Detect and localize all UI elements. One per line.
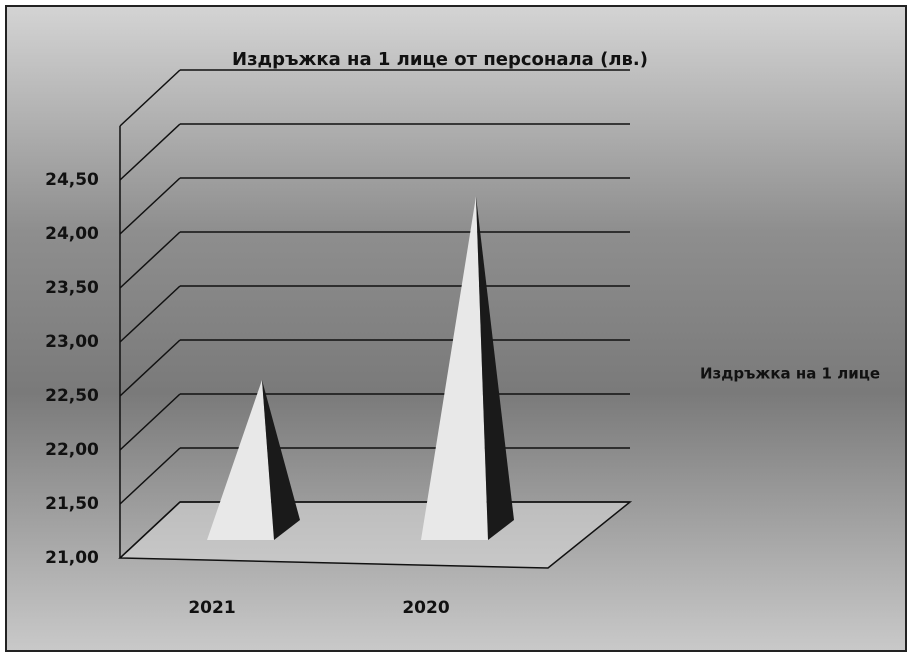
- y-tick-label: 22,00: [45, 440, 99, 460]
- pyramid-side: [476, 196, 514, 540]
- pyramid-side: [262, 380, 300, 540]
- grid-side: [119, 501, 181, 559]
- grid-side: [119, 285, 181, 343]
- grid-line: [119, 339, 630, 397]
- y-tick-label: 21,50: [45, 494, 99, 514]
- y-tick-label: 23,00: [45, 332, 99, 352]
- grid-line: [119, 123, 630, 181]
- x-tick-label: 2020: [402, 598, 449, 618]
- x-tick-label: 2021: [188, 598, 235, 618]
- grid-side: [119, 447, 181, 505]
- chart-title: Издръжка на 1 лице от персонала (лв.): [232, 49, 648, 70]
- pyramid: [421, 196, 514, 540]
- grid-line: [119, 393, 630, 451]
- grid-line: [119, 285, 630, 343]
- wall-left-top: [119, 69, 181, 127]
- grid-side: [119, 177, 181, 235]
- grid-side: [119, 231, 181, 289]
- pyramid-face: [421, 196, 488, 540]
- y-tick-label: 21,00: [45, 548, 99, 568]
- grid-side: [119, 393, 181, 451]
- grid-line: [119, 231, 630, 289]
- pyramid: [207, 380, 300, 540]
- y-tick-label: 22,50: [45, 386, 99, 406]
- y-tick-label: 24,50: [45, 170, 99, 190]
- y-tick-label: 24,00: [45, 224, 99, 244]
- grid-side: [119, 339, 181, 397]
- legend-label: Издръжка на 1 лице: [700, 365, 880, 383]
- y-tick-label: 23,50: [45, 278, 99, 298]
- grid-line: [119, 177, 630, 235]
- floor: [118, 501, 633, 569]
- pyramid-face: [207, 380, 274, 540]
- grid-side: [119, 123, 181, 181]
